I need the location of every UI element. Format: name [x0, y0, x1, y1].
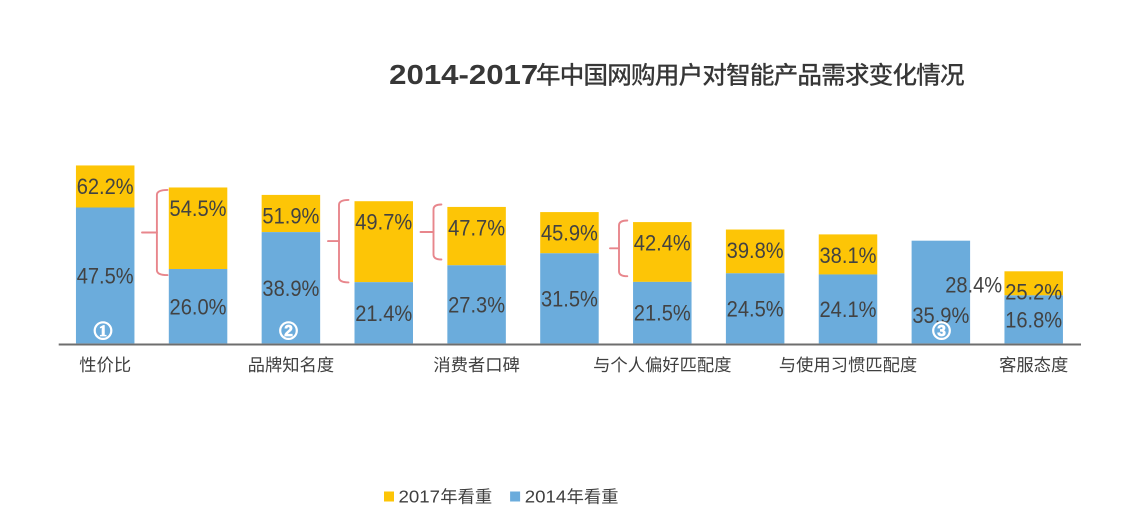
svg-text:27.3%: 27.3% — [448, 292, 505, 317]
svg-text:21.4%: 21.4% — [355, 301, 412, 326]
svg-text:31.5%: 31.5% — [541, 286, 598, 311]
svg-text:42.4%: 42.4% — [634, 230, 691, 255]
svg-text:24.5%: 24.5% — [727, 296, 784, 321]
svg-text:25.2%: 25.2% — [1005, 280, 1062, 305]
svg-text:54.5%: 54.5% — [170, 196, 227, 221]
svg-text:2014: 2014 — [525, 487, 567, 507]
svg-text:26.0%: 26.0% — [170, 294, 227, 319]
svg-text:35.9%: 35.9% — [912, 303, 969, 328]
svg-text:2: 2 — [284, 323, 293, 340]
svg-text:2014-2017: 2014-2017 — [389, 59, 538, 90]
svg-text:38.9%: 38.9% — [262, 276, 319, 301]
svg-text:47.7%: 47.7% — [448, 215, 505, 240]
svg-text:47.5%: 47.5% — [77, 264, 134, 289]
svg-text:38.1%: 38.1% — [820, 243, 877, 268]
svg-text:21.5%: 21.5% — [634, 301, 691, 326]
svg-text:39.8%: 39.8% — [727, 238, 784, 263]
svg-text:2017: 2017 — [399, 487, 441, 507]
svg-text:51.9%: 51.9% — [262, 203, 319, 228]
svg-text:24.1%: 24.1% — [820, 297, 877, 322]
svg-text:3: 3 — [937, 323, 946, 340]
svg-text:62.2%: 62.2% — [77, 174, 134, 199]
svg-text:45.9%: 45.9% — [541, 220, 598, 245]
svg-text:1: 1 — [99, 323, 107, 340]
svg-text:28.4%: 28.4% — [945, 272, 1002, 297]
svg-text:16.8%: 16.8% — [1005, 307, 1062, 332]
svg-text:49.7%: 49.7% — [355, 210, 412, 235]
